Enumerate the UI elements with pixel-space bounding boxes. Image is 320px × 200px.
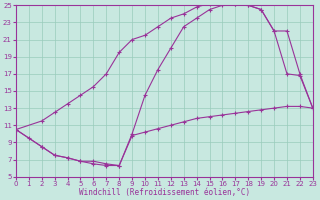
X-axis label: Windchill (Refroidissement éolien,°C): Windchill (Refroidissement éolien,°C) [79,188,250,197]
